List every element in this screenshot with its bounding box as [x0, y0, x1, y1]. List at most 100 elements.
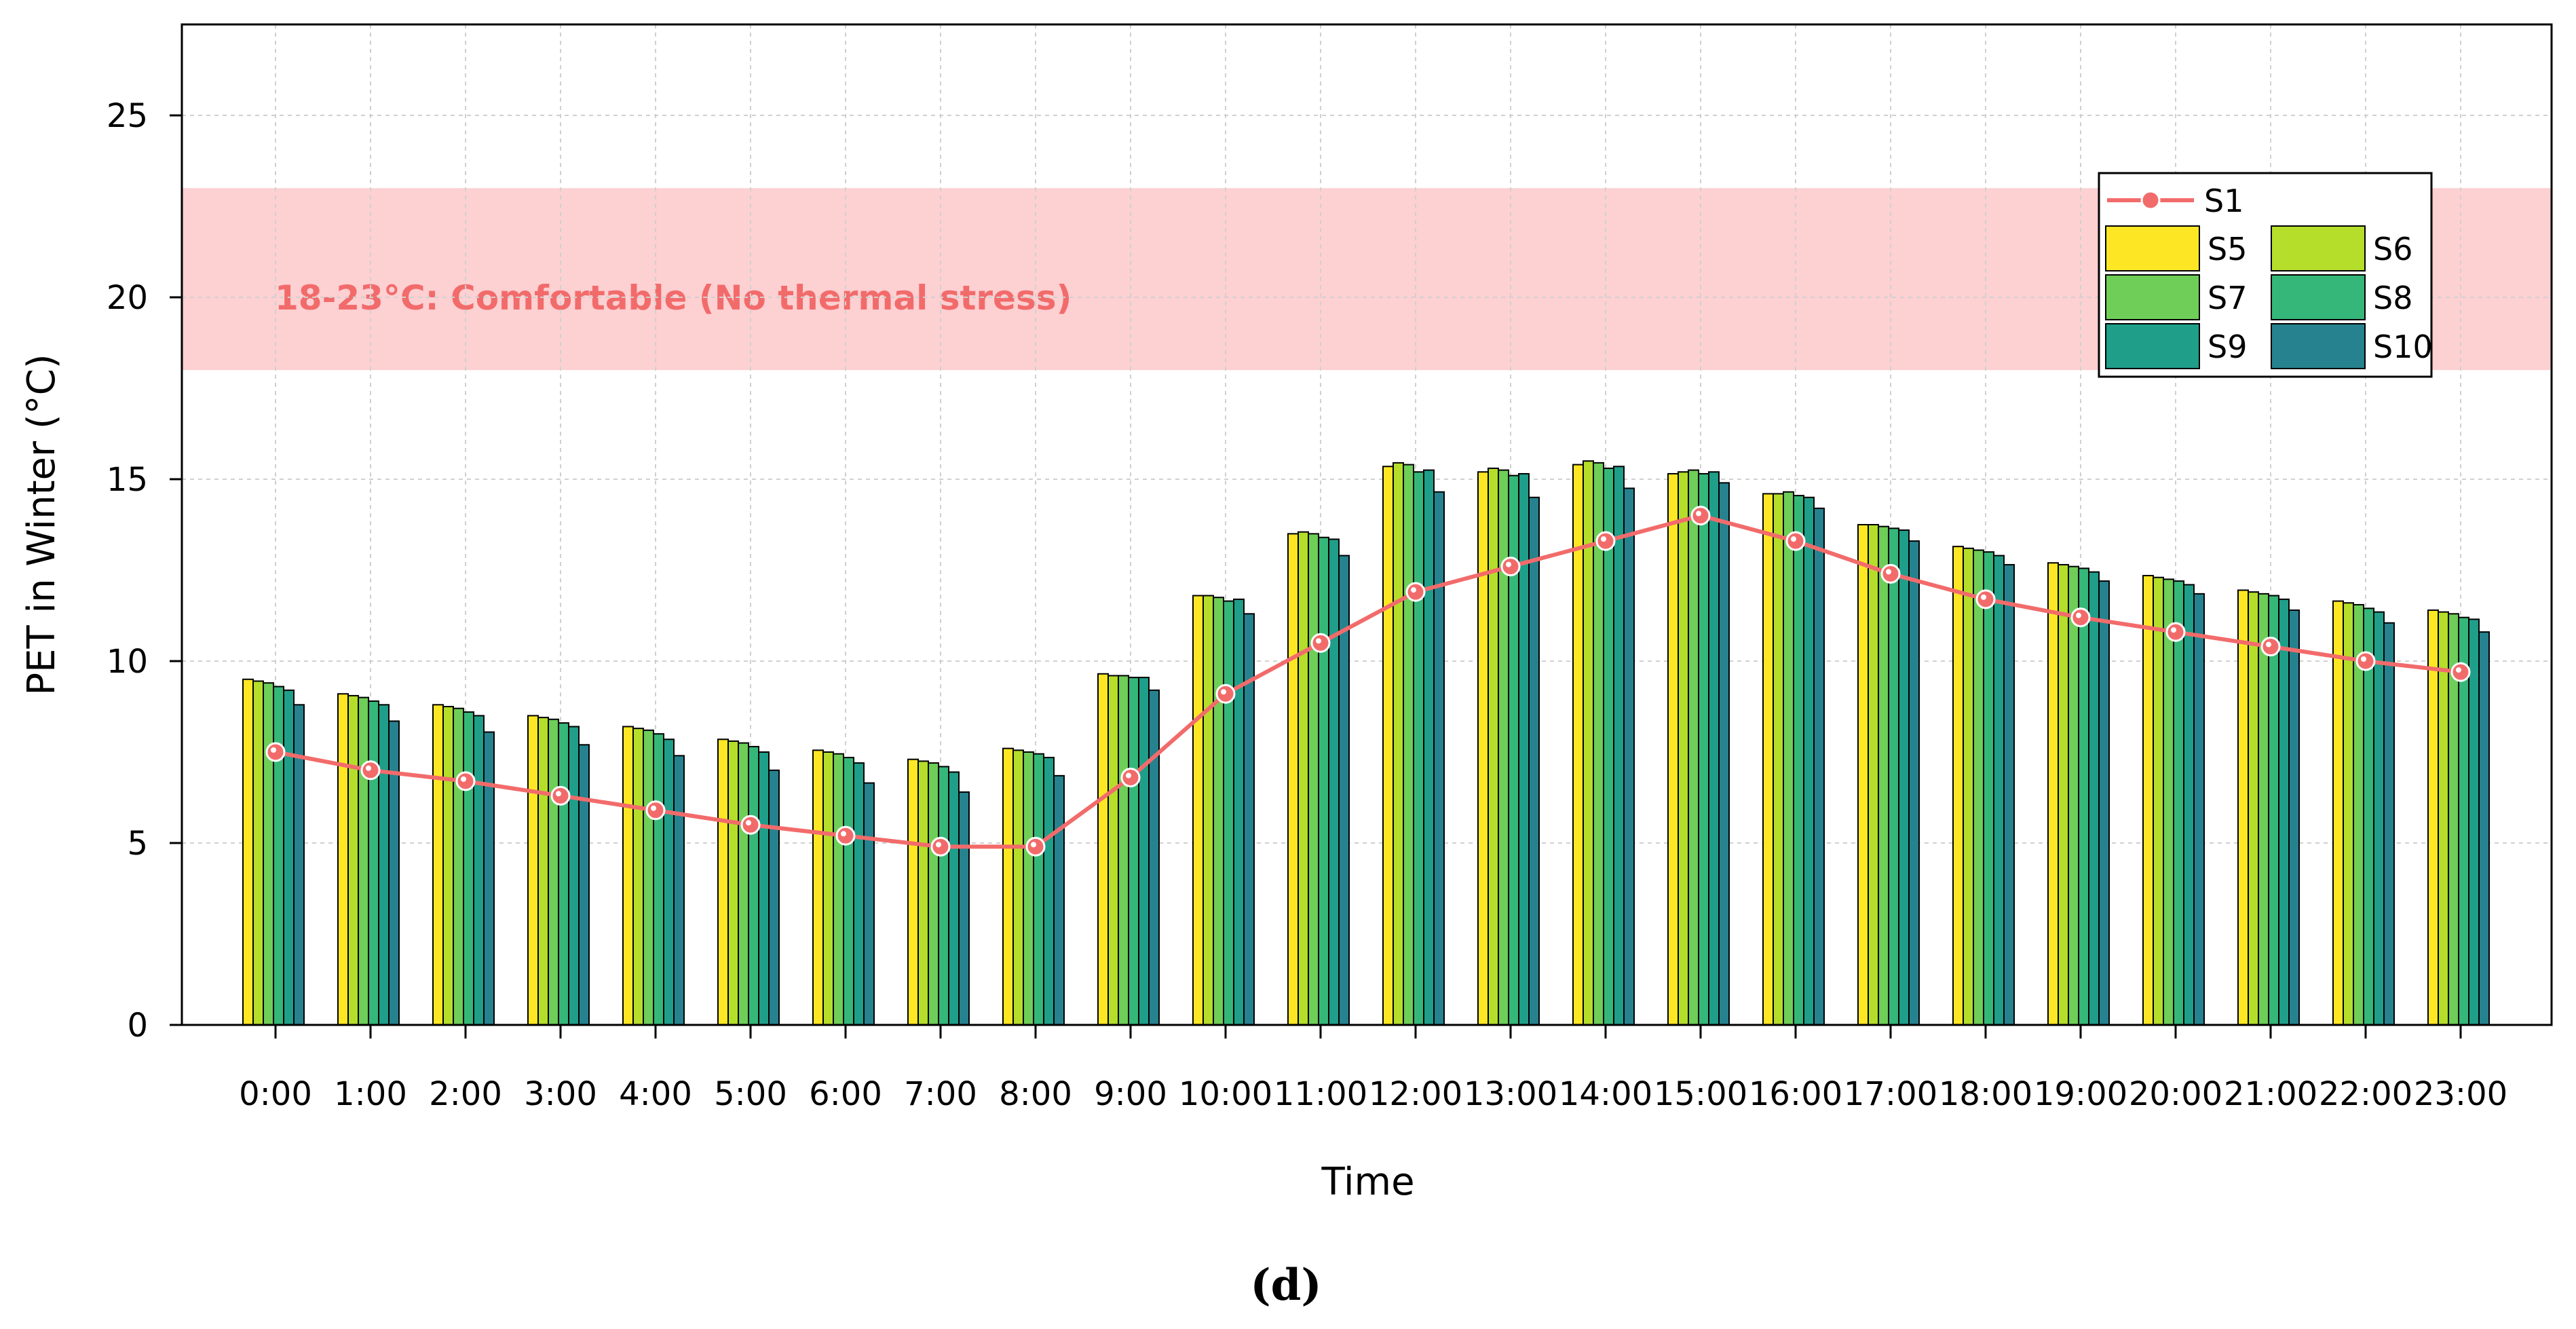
bar-s10: [1433, 491, 1445, 1026]
bar-s7: [2068, 565, 2079, 1026]
bar-s6: [442, 706, 454, 1026]
s1-point: [2450, 662, 2471, 682]
s1-point-highlight: [1601, 536, 1606, 542]
bar-s5: [1952, 546, 1964, 1026]
plot-frame: [181, 23, 2553, 1026]
bar-s6: [2343, 602, 2354, 1026]
s1-point-highlight: [556, 791, 561, 797]
legend-label-s5: S5: [2208, 231, 2247, 267]
bar-s8: [273, 686, 284, 1026]
bar-s10: [1623, 487, 1635, 1026]
bar-s9: [1898, 529, 1910, 1026]
bar-s10: [1338, 555, 1350, 1026]
x-tick-label: 6:00: [809, 1075, 882, 1113]
bar-s5: [527, 715, 539, 1026]
s1-point: [2070, 607, 2091, 628]
legend-swatch-s7: [2105, 274, 2200, 320]
s1-point-highlight: [1506, 561, 1511, 567]
s1-line-series: [265, 506, 2471, 857]
bar-s10: [1148, 689, 1160, 1026]
x-tick-label: 23:00: [2414, 1075, 2507, 1113]
bar-s9: [2373, 611, 2385, 1026]
bar-s9: [2088, 571, 2100, 1026]
bar-s5: [2142, 575, 2154, 1026]
s1-point-highlight: [461, 776, 466, 782]
s1-point-highlight: [1126, 772, 1131, 779]
y-tick-label: 25: [107, 97, 148, 135]
x-tick-label: 10:00: [1179, 1075, 1272, 1113]
bar-s5: [1857, 524, 1869, 1026]
s1-point-highlight: [2266, 641, 2271, 648]
bar-s5: [812, 749, 824, 1026]
bar-s9: [1138, 677, 1150, 1026]
s1-point: [1215, 684, 1236, 704]
x-tick-label: 14:00: [1559, 1075, 1652, 1113]
bar-s7: [833, 753, 844, 1026]
s1-point-highlight: [1886, 569, 1891, 575]
bar-s9: [1518, 472, 1530, 1026]
bar-s9: [1708, 471, 1720, 1026]
s1-point-highlight: [271, 747, 276, 753]
bar-s7: [1688, 469, 1699, 1026]
s1-point: [1975, 589, 1996, 610]
bar-s6: [1868, 524, 1879, 1026]
bar-s8: [2268, 595, 2279, 1026]
bar-s6: [1107, 675, 1119, 1026]
bar-s7: [2163, 578, 2174, 1026]
legend-label-s9: S9: [2208, 329, 2247, 365]
s1-point: [2355, 651, 2376, 671]
bar-s6: [727, 740, 739, 1026]
legend-swatch-s6: [2271, 225, 2366, 272]
bar-s10: [2383, 622, 2395, 1026]
bar-s7: [358, 696, 369, 1026]
x-tick-label: 20:00: [2129, 1075, 2222, 1113]
bar-s8: [1223, 600, 1234, 1026]
bar-s5: [432, 704, 444, 1026]
x-axis-label: Time: [1321, 1160, 1414, 1204]
bar-s6: [1298, 531, 1309, 1026]
bar-s6: [822, 751, 834, 1026]
s1-point: [2260, 637, 2281, 657]
bar-s10: [1053, 774, 1065, 1026]
bar-s7: [1973, 549, 1984, 1026]
bar-s7: [2258, 593, 2269, 1026]
bar-s5: [242, 678, 254, 1026]
bar-s10: [2193, 593, 2205, 1026]
bar-s9: [1613, 466, 1625, 1026]
legend: S1 S5 S6 S7 S8 S9 S10: [2098, 172, 2433, 378]
s1-point: [265, 742, 286, 762]
s1-point: [645, 800, 666, 821]
bar-s10: [1243, 613, 1255, 1026]
figure-caption: (d): [1250, 1260, 1321, 1311]
s1-point: [455, 771, 476, 791]
s1-point-highlight: [2171, 627, 2176, 633]
bar-s10: [2003, 563, 2015, 1026]
bar-s8: [1318, 536, 1329, 1026]
s1-point-highlight: [1316, 638, 1321, 644]
bar-s6: [2438, 611, 2449, 1026]
legend-label-s6: S6: [2373, 231, 2412, 267]
bar-s6: [1773, 493, 1784, 1026]
bar-s6: [632, 728, 644, 1026]
bar-s5: [622, 726, 634, 1026]
y-tick-label: 15: [107, 461, 148, 499]
s1-point-highlight: [1696, 510, 1701, 517]
bar-s6: [252, 680, 264, 1026]
bar-s7: [1498, 469, 1509, 1026]
x-tick-label: 3:00: [524, 1075, 597, 1113]
bar-s7: [1023, 751, 1034, 1026]
bar-s7: [1783, 491, 1794, 1026]
bar-s5: [1287, 533, 1299, 1026]
bar-s6: [1012, 749, 1024, 1026]
s1-point-highlight: [2456, 667, 2461, 673]
bar-s7: [453, 707, 464, 1026]
s1-point-highlight: [1791, 536, 1796, 542]
bar-s9: [378, 704, 390, 1026]
bar-s6: [2248, 591, 2259, 1026]
bar-s8: [368, 700, 379, 1026]
bar-s10: [293, 704, 305, 1026]
bar-s6: [2058, 563, 2069, 1026]
x-tick-label: 9:00: [1094, 1075, 1167, 1113]
bar-s7: [1118, 675, 1129, 1026]
bar-s8: [558, 722, 569, 1026]
